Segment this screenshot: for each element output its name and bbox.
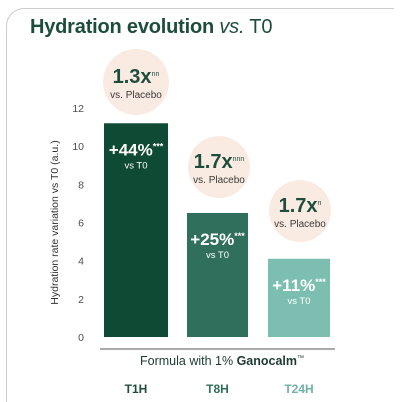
- placebo-sub: vs. Placebo: [110, 90, 162, 101]
- placebo-ratio: 1.3xnn: [113, 66, 160, 88]
- x-axis-label: Formula with 1% Ganocalm™: [140, 354, 304, 368]
- placebo-ratio: 1.7xn: [279, 195, 322, 217]
- bar-sub-label: vs T0: [287, 296, 310, 307]
- placebo-bubble: [103, 49, 169, 115]
- y-tick-label: 12: [72, 103, 84, 115]
- bar-sub-label: vs T0: [124, 160, 147, 171]
- x-tick-label-t24h: T24H: [284, 382, 314, 396]
- placebo-sub: vs. Placebo: [274, 219, 326, 230]
- x-tick-label-t8h: T8H: [206, 382, 229, 396]
- placebo-bubble: [269, 180, 331, 242]
- y-tick-label: 10: [72, 141, 84, 153]
- placebo-bubble: [188, 136, 250, 198]
- y-tick-label: 2: [78, 294, 84, 306]
- chart-title: Hydration evolution vs. T0: [30, 16, 273, 38]
- placebo-sub: vs. Placebo: [193, 175, 245, 186]
- placebo-ratio: 1.7xnnn: [194, 151, 245, 173]
- bar-value-label: +44%***: [109, 140, 164, 159]
- x-tick-label-t1h: T1H: [124, 382, 148, 396]
- bar-value-label: +11%***: [272, 276, 326, 295]
- y-tick-label: 4: [78, 256, 84, 268]
- chart-footer: Formula with 1% Ganocalm™ T1H T8H T24H: [0, 352, 400, 402]
- bar-sub-label: vs T0: [206, 250, 229, 261]
- y-tick-label: 0: [78, 332, 84, 344]
- bar-value-label: +25%***: [190, 230, 245, 249]
- frame-left-line: [6, 30, 7, 402]
- bar-t8h: [187, 212, 248, 337]
- bar-t24h: [268, 258, 330, 337]
- bar-chart: 0 2 4 6 8 10 12 Hydration rate variation vs T0 …: [49, 49, 335, 350]
- y-axis-label: Hydration rate variation vs T0 (a.u.): [49, 140, 61, 304]
- y-tick-label: 8: [78, 179, 84, 191]
- y-tick-label: 6: [78, 218, 84, 230]
- bar-t1h: [104, 123, 168, 338]
- frame-top-line: [24, 8, 394, 9]
